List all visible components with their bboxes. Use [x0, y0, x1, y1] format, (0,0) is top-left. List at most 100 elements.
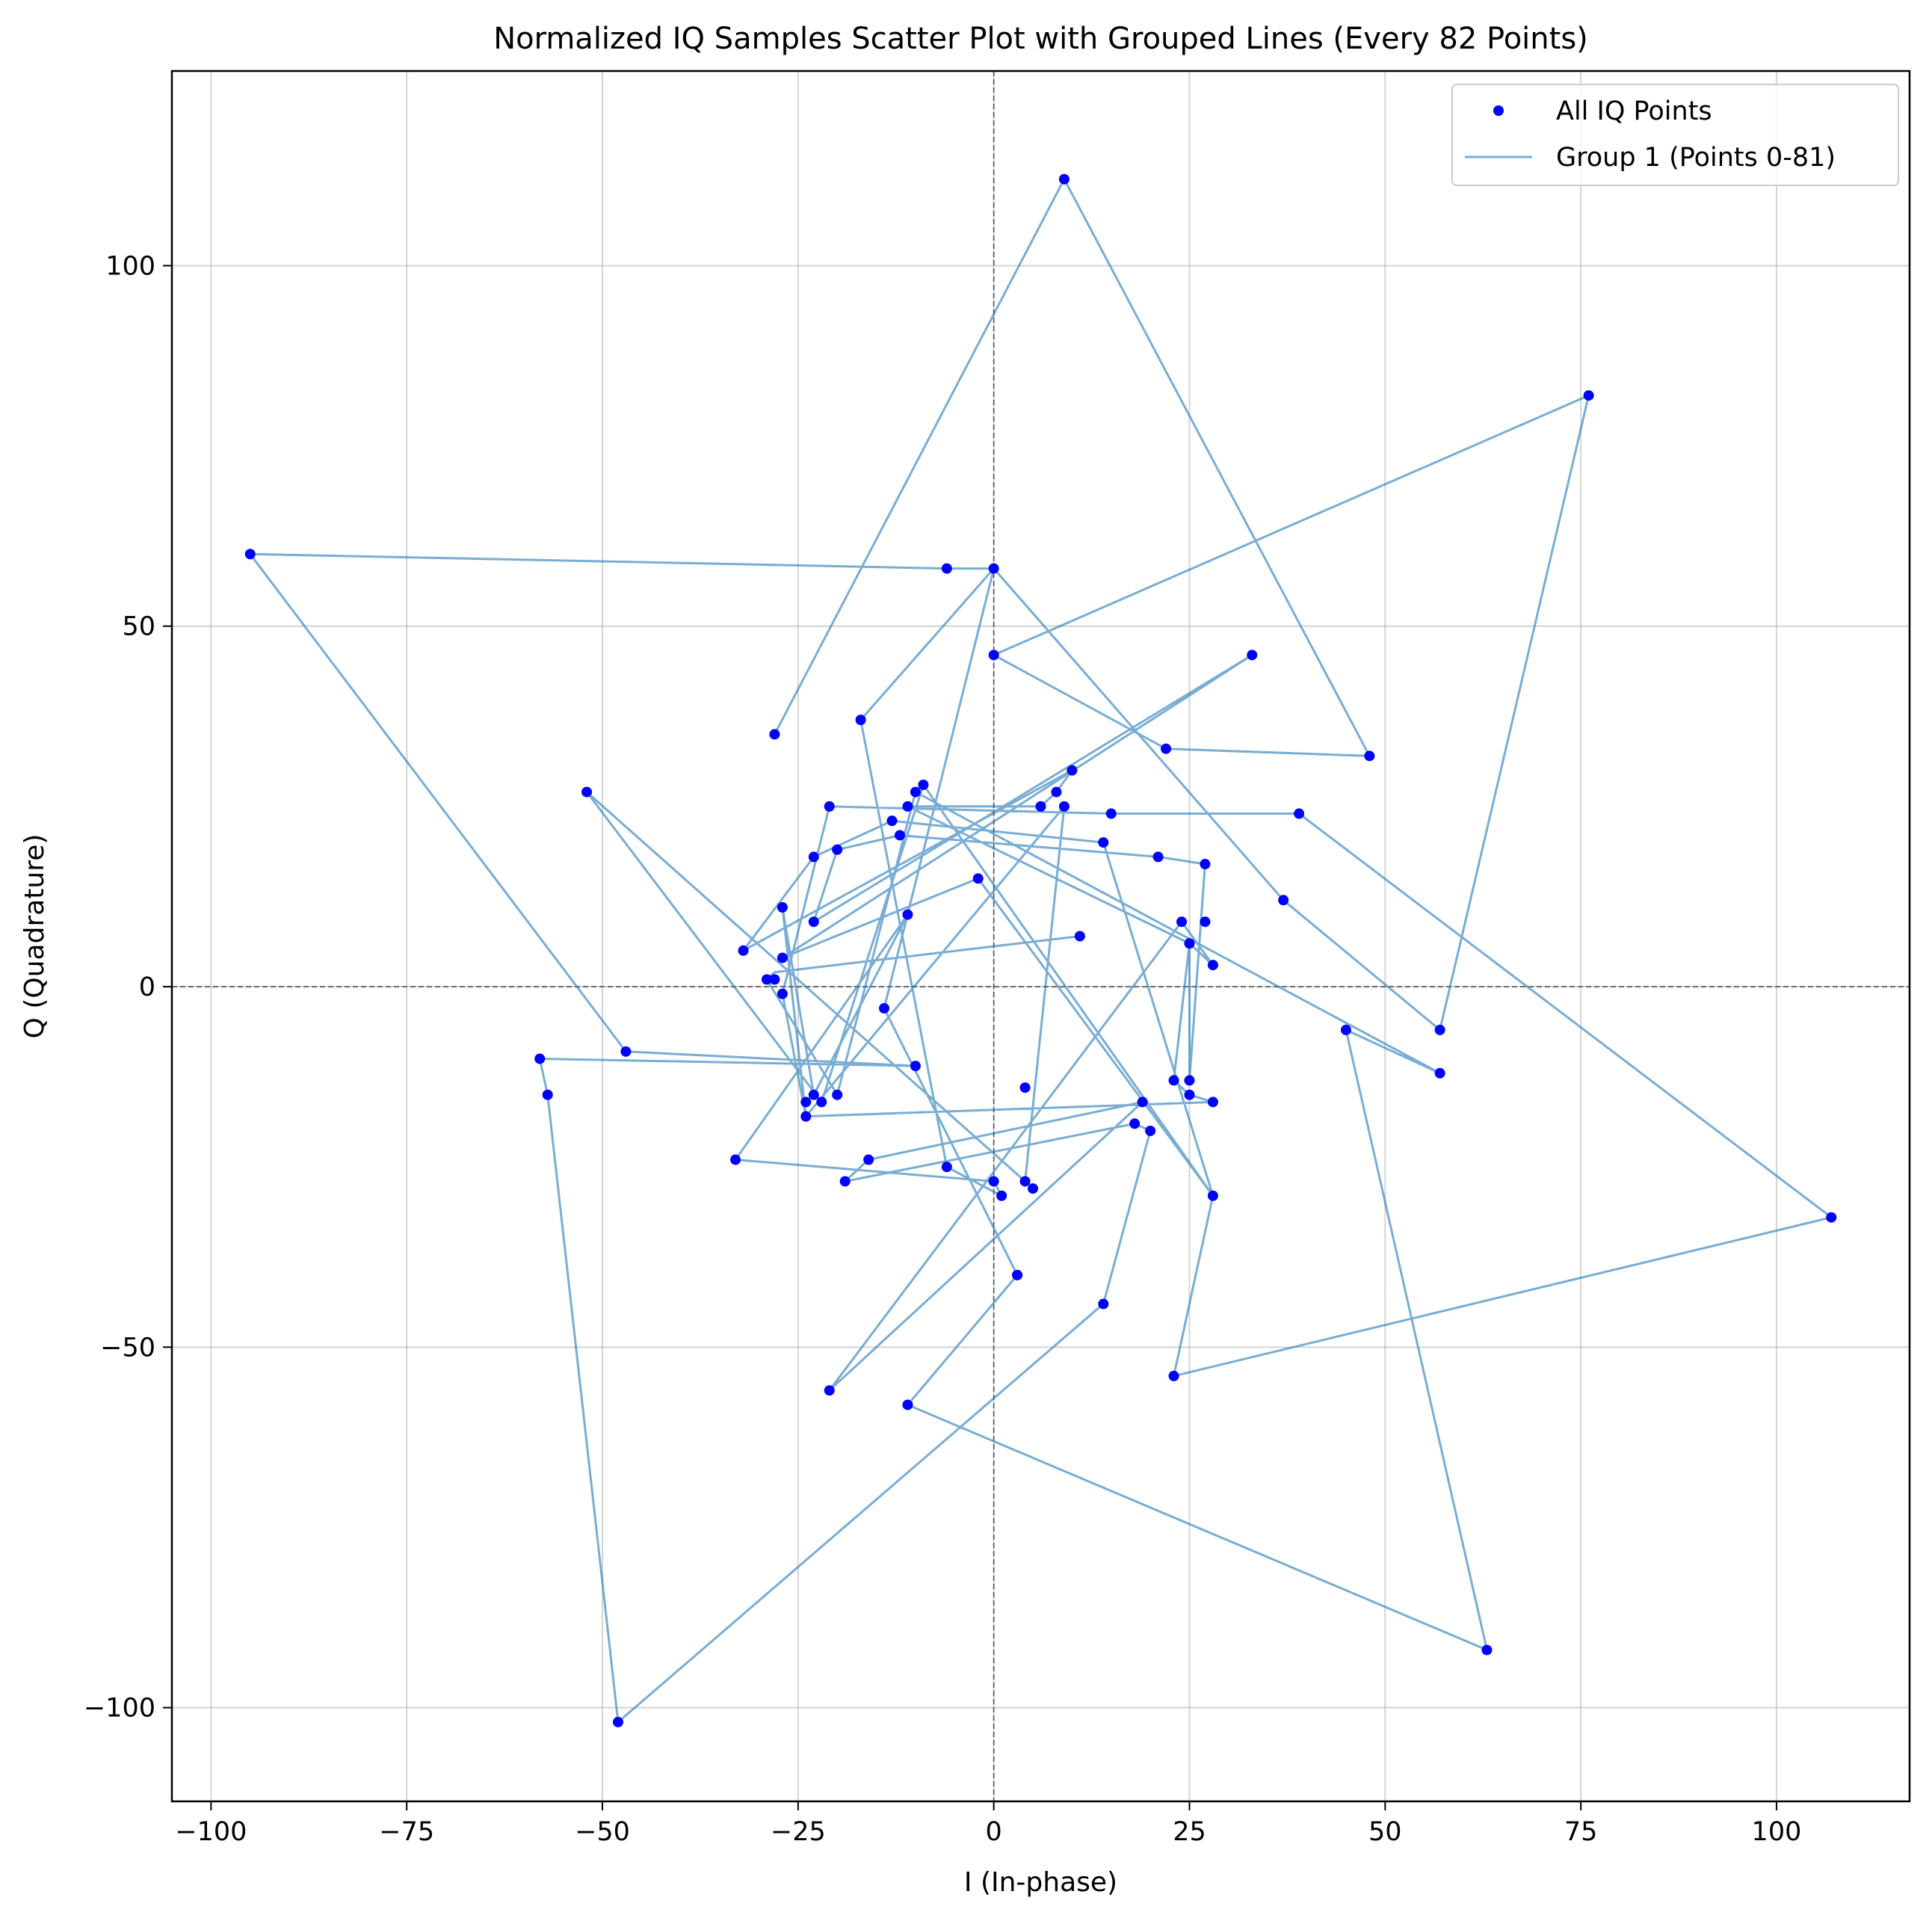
iq-data-point	[1364, 750, 1375, 762]
x-tick-label: −50	[575, 1817, 630, 1847]
axis-ticks: −100 −75 −50 −25 0 25 50 75 100 −100 −50 0 50 100	[84, 251, 1802, 1847]
iq-data-point	[1098, 837, 1109, 848]
iq-data-point	[808, 1089, 819, 1100]
iq-data-point	[902, 801, 913, 812]
iq-data-point	[800, 1111, 812, 1122]
chart-title: Normalized IQ Samples Scatter Plot with …	[493, 22, 1588, 56]
iq-data-point	[1583, 390, 1594, 401]
plot-frame	[170, 70, 1911, 1803]
iq-data-point	[777, 901, 788, 913]
iq-data-point	[1184, 1075, 1195, 1086]
iq-data-point	[972, 873, 984, 884]
iq-data-point	[886, 815, 898, 827]
iq-data-point	[1098, 1298, 1109, 1310]
iq-data-point	[1058, 801, 1070, 812]
x-tick-label: −100	[175, 1817, 247, 1847]
x-tick-label: 75	[1564, 1817, 1598, 1847]
iq-data-point	[902, 909, 913, 920]
scatter-point-layer	[244, 173, 1837, 1727]
iq-data-point	[816, 1097, 827, 1108]
iq-data-point	[1074, 931, 1085, 942]
iq-data-point	[620, 1046, 632, 1057]
iq-data-point	[855, 715, 866, 726]
iq-data-point	[988, 1176, 999, 1187]
y-tick-label: −100	[84, 1694, 155, 1724]
y-tick-label: 50	[122, 612, 155, 642]
iq-data-point	[1168, 1075, 1179, 1086]
iq-data-point	[910, 1061, 921, 1072]
legend-label-group-line: Group 1 (Points 0-81)	[1556, 143, 1836, 173]
iq-data-point	[941, 1162, 952, 1173]
iq-data-point	[1012, 1269, 1023, 1280]
iq-data-point	[1152, 851, 1164, 863]
iq-data-point	[894, 830, 905, 841]
iq-data-point	[1207, 1097, 1218, 1108]
y-tick-label: 100	[105, 251, 155, 281]
iq-data-point	[769, 974, 780, 985]
iq-data-point	[996, 1190, 1007, 1201]
iq-data-point	[902, 1399, 913, 1410]
iq-data-point	[730, 1154, 741, 1165]
iq-data-point	[534, 1053, 546, 1064]
group-line-layer	[249, 178, 1833, 1724]
iq-data-point	[738, 945, 749, 956]
iq-data-point	[879, 1002, 890, 1014]
legend-marker-all-points	[1493, 105, 1504, 116]
iq-data-point	[777, 988, 788, 999]
iq-data-point	[1051, 786, 1062, 798]
iq-data-point	[1145, 1125, 1156, 1136]
iq-data-point	[1826, 1212, 1837, 1223]
iq-data-point	[918, 779, 929, 790]
iq-data-point	[1184, 938, 1195, 949]
iq-data-point	[1434, 1067, 1445, 1079]
x-tick-label: 25	[1173, 1817, 1206, 1847]
iq-data-point	[1207, 960, 1218, 971]
iq-data-point	[824, 1385, 835, 1396]
iq-data-point	[1200, 859, 1211, 870]
iq-data-point	[808, 851, 819, 863]
iq-data-point	[1184, 1089, 1195, 1100]
iq-data-point	[1058, 173, 1070, 185]
iq-data-point	[769, 729, 780, 740]
iq-data-point	[910, 786, 921, 798]
iq-data-point	[1200, 916, 1211, 928]
iq-data-point	[863, 1154, 874, 1165]
iq-data-point	[941, 563, 952, 574]
iq-data-point	[988, 650, 999, 661]
iq-data-point	[1028, 1183, 1039, 1194]
iq-data-point	[1161, 743, 1172, 754]
iq-data-point	[1207, 1190, 1218, 1201]
legend-box	[1451, 84, 1899, 186]
x-tick-label: 50	[1368, 1817, 1402, 1847]
zero-reference-lines	[172, 71, 1910, 1801]
iq-data-point	[1176, 916, 1188, 928]
iq-data-point	[761, 974, 772, 985]
x-tick-label: 0	[986, 1817, 1002, 1847]
iq-data-point	[581, 786, 593, 798]
iq-data-point	[1481, 1644, 1493, 1656]
iq-data-point	[1434, 1024, 1445, 1035]
iq-data-point	[542, 1089, 553, 1100]
iq-data-point	[777, 952, 788, 963]
x-tick-label: 100	[1752, 1817, 1802, 1847]
iq-data-point	[800, 1097, 812, 1108]
iq-data-point	[244, 549, 256, 560]
y-axis-label: Q (Quadrature)	[19, 834, 50, 1039]
legend: All IQ Points Group 1 (Points 0-81)	[1451, 84, 1899, 186]
iq-data-point	[1105, 808, 1117, 819]
y-tick-label: −50	[100, 1333, 155, 1363]
iq-data-point	[1168, 1370, 1179, 1381]
iq-data-point	[1137, 1097, 1148, 1108]
iq-data-point	[824, 801, 835, 812]
x-tick-label: −75	[379, 1817, 434, 1847]
iq-data-point	[808, 916, 819, 928]
iq-data-point	[1340, 1024, 1351, 1035]
iq-data-point	[839, 1176, 851, 1187]
iq-data-point	[1019, 1082, 1031, 1094]
legend-label-all-points: All IQ Points	[1556, 96, 1712, 126]
iq-data-point	[1278, 895, 1289, 906]
iq-data-point	[1035, 801, 1046, 812]
iq-data-point	[1247, 650, 1258, 661]
